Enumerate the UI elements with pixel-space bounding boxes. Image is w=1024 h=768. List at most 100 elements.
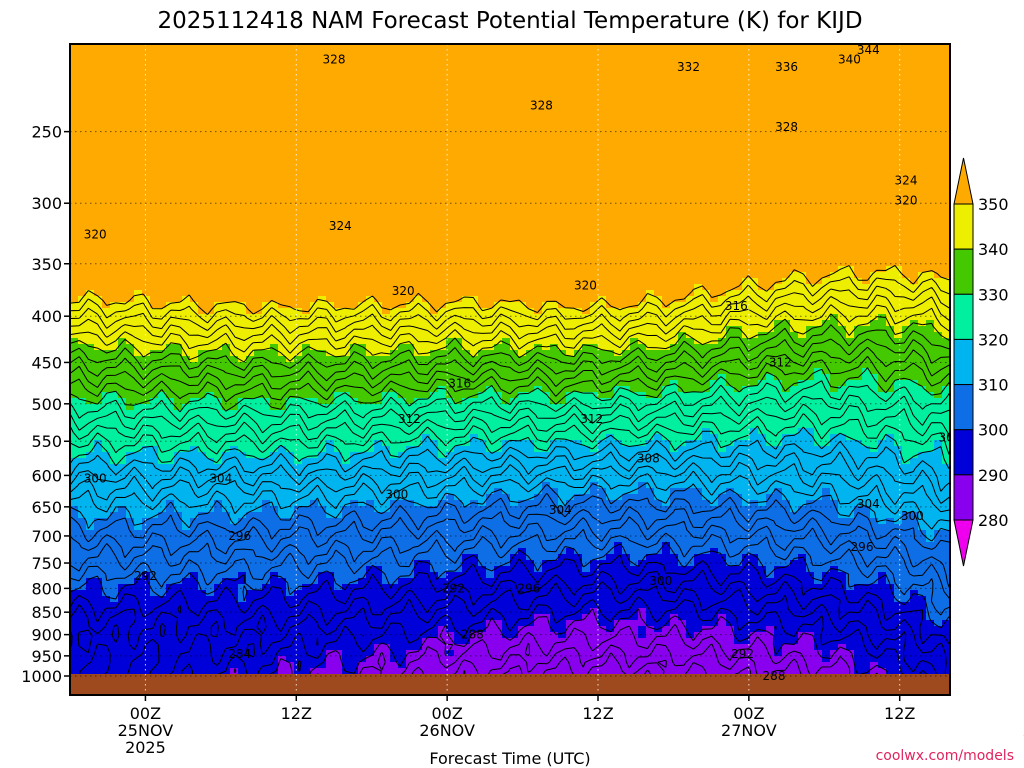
field-cell [270, 260, 279, 267]
field-cell [158, 110, 167, 117]
field-cell [334, 230, 343, 237]
field-cell [902, 188, 911, 195]
field-cell [894, 170, 903, 177]
field-cell [326, 74, 335, 81]
field-cell [294, 296, 303, 303]
field-cell [678, 74, 687, 81]
field-cell [86, 146, 95, 153]
field-cell [854, 194, 863, 201]
field-cell [94, 80, 103, 87]
field-cell [470, 302, 479, 309]
field-cell [830, 224, 839, 231]
field-cell [686, 278, 695, 285]
field-cell [734, 116, 743, 123]
field-cell [302, 266, 311, 273]
field-cell [566, 98, 575, 105]
field-cell [510, 68, 519, 75]
field-cell [358, 74, 367, 81]
field-cell [846, 152, 855, 159]
field-cell [750, 272, 759, 279]
field-cell [118, 242, 127, 249]
field-cell [230, 242, 239, 249]
field-cell [734, 56, 743, 63]
field-cell [342, 272, 351, 279]
field-cell [142, 146, 151, 153]
field-cell [390, 80, 399, 87]
field-cell [734, 284, 743, 291]
field-cell [254, 110, 263, 117]
field-cell [382, 50, 391, 57]
field-cell [870, 218, 879, 225]
field-cell [462, 62, 471, 69]
field-cell [518, 260, 527, 267]
field-cell [102, 140, 111, 147]
field-cell [742, 50, 751, 57]
field-cell [686, 92, 695, 99]
field-cell [590, 188, 599, 195]
field-cell [654, 200, 663, 207]
field-cell [86, 152, 95, 159]
field-cell [630, 104, 639, 111]
field-cell [382, 80, 391, 87]
field-cell [118, 200, 127, 207]
field-cell [630, 44, 639, 51]
field-cell [278, 56, 287, 63]
field-cell [254, 146, 263, 153]
field-cell [302, 50, 311, 57]
field-cell [86, 206, 95, 213]
field-cell [206, 212, 215, 219]
field-cell [166, 206, 175, 213]
field-cell [854, 116, 863, 123]
field-cell [238, 104, 247, 111]
field-cell [806, 284, 815, 291]
field-cell [374, 86, 383, 93]
field-cell [310, 110, 319, 117]
field-cell [302, 302, 311, 309]
field-cell [78, 104, 87, 111]
field-cell [638, 152, 647, 159]
field-cell [750, 254, 759, 261]
field-cell [206, 110, 215, 117]
field-cell [598, 242, 607, 249]
field-cell [166, 146, 175, 153]
field-cell [94, 170, 103, 177]
field-cell [342, 236, 351, 243]
field-cell [662, 134, 671, 141]
field-cell [422, 134, 431, 141]
field-cell [246, 236, 255, 243]
field-cell [470, 308, 479, 315]
field-cell [742, 170, 751, 177]
field-cell [126, 92, 135, 99]
field-cell [270, 146, 279, 153]
field-cell [798, 236, 807, 243]
field-cell [734, 74, 743, 81]
field-cell [614, 296, 623, 303]
field-cell [286, 176, 295, 183]
field-cell [406, 248, 415, 255]
field-cell [686, 194, 695, 201]
field-cell [382, 206, 391, 213]
field-cell [734, 224, 743, 231]
field-cell [878, 86, 887, 93]
field-cell [550, 272, 559, 279]
field-cell [726, 116, 735, 123]
field-cell [942, 248, 950, 255]
field-cell [750, 266, 759, 273]
field-cell [422, 146, 431, 153]
field-cell [806, 104, 815, 111]
field-cell [518, 74, 527, 81]
field-cell [254, 218, 263, 225]
field-cell [790, 206, 799, 213]
field-cell [238, 224, 247, 231]
field-cell [614, 158, 623, 165]
field-cell [678, 278, 687, 285]
field-cell [638, 140, 647, 147]
field-cell [454, 50, 463, 57]
field-cell [806, 56, 815, 63]
field-cell [470, 98, 479, 105]
field-cell [758, 236, 767, 243]
field-cell [158, 254, 167, 261]
field-cell [814, 104, 823, 111]
field-cell [934, 182, 943, 189]
field-cell [510, 98, 519, 105]
